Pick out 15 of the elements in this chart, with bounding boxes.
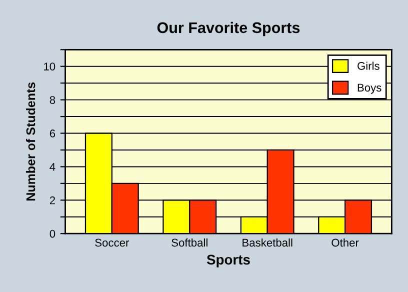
x-tick-label: Softball — [172, 238, 208, 247]
y-tick-label: 4 — [50, 163, 56, 171]
x-tick-label: Other — [332, 238, 359, 247]
x-tick-label: Basketball — [242, 238, 292, 247]
legend-label: Girls — [358, 62, 380, 70]
y-tick-label: 2 — [50, 196, 55, 204]
y-tick-label: 10 — [44, 62, 56, 70]
x-tick-label: Soccer — [95, 238, 130, 247]
y-tick-label: 8 — [50, 96, 56, 104]
legend-label: Boys — [358, 84, 382, 94]
y-tick-label: 0 — [50, 230, 56, 238]
y-tick-label: 6 — [50, 130, 56, 138]
y-axis-title: Number of Students — [26, 82, 36, 201]
x-axis-title: Sports — [206, 254, 250, 268]
chart-title: Our Favorite Sports — [157, 22, 300, 36]
